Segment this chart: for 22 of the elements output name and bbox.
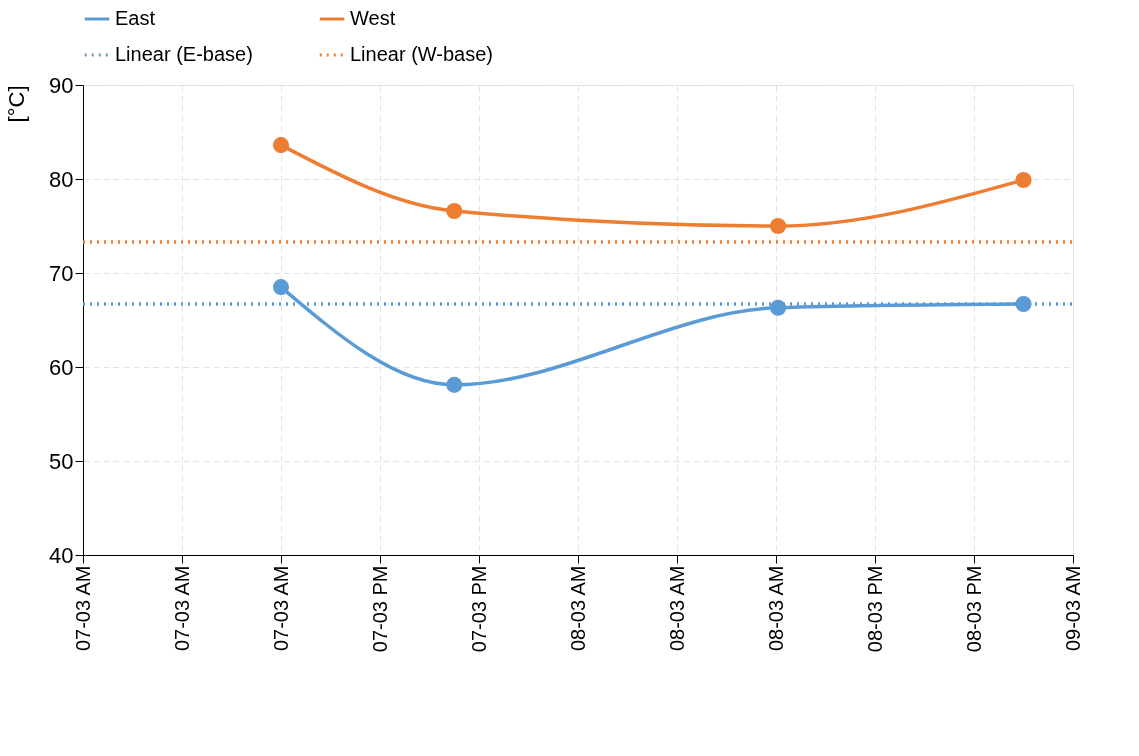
y-tick-label: 60: [49, 354, 74, 380]
y-tick-label: 70: [49, 260, 74, 286]
y-tick-label: 80: [49, 166, 74, 192]
y-axis-title: [°C]: [4, 85, 30, 123]
y-tick-label: 90: [49, 72, 74, 98]
x-tick-label: 07-03 PM: [368, 565, 391, 653]
x-tick-label: 08-03 PM: [962, 565, 985, 653]
legend-label: West: [350, 7, 396, 29]
x-tick-label: 07-03 AM: [269, 565, 292, 652]
x-tick-label: 07-03 PM: [467, 565, 490, 653]
legend-label: East: [115, 7, 156, 29]
y-tick-label: 50: [49, 448, 74, 474]
x-tick-label: 09-03 AM: [1061, 565, 1084, 652]
x-tick-label: 07-03 AM: [71, 565, 94, 652]
legend-label: Linear (E-base): [115, 43, 253, 65]
x-tick-label: 08-03 AM: [566, 565, 589, 652]
x-tick-label: 08-03 AM: [665, 565, 688, 652]
legend-label: Linear (W-base): [350, 43, 494, 65]
y-tick-label: 40: [49, 542, 74, 568]
x-tick-label: 08-03 AM: [764, 565, 787, 652]
x-tick-label: 08-03 PM: [863, 565, 886, 653]
x-tick-label: 07-03 AM: [170, 565, 193, 652]
